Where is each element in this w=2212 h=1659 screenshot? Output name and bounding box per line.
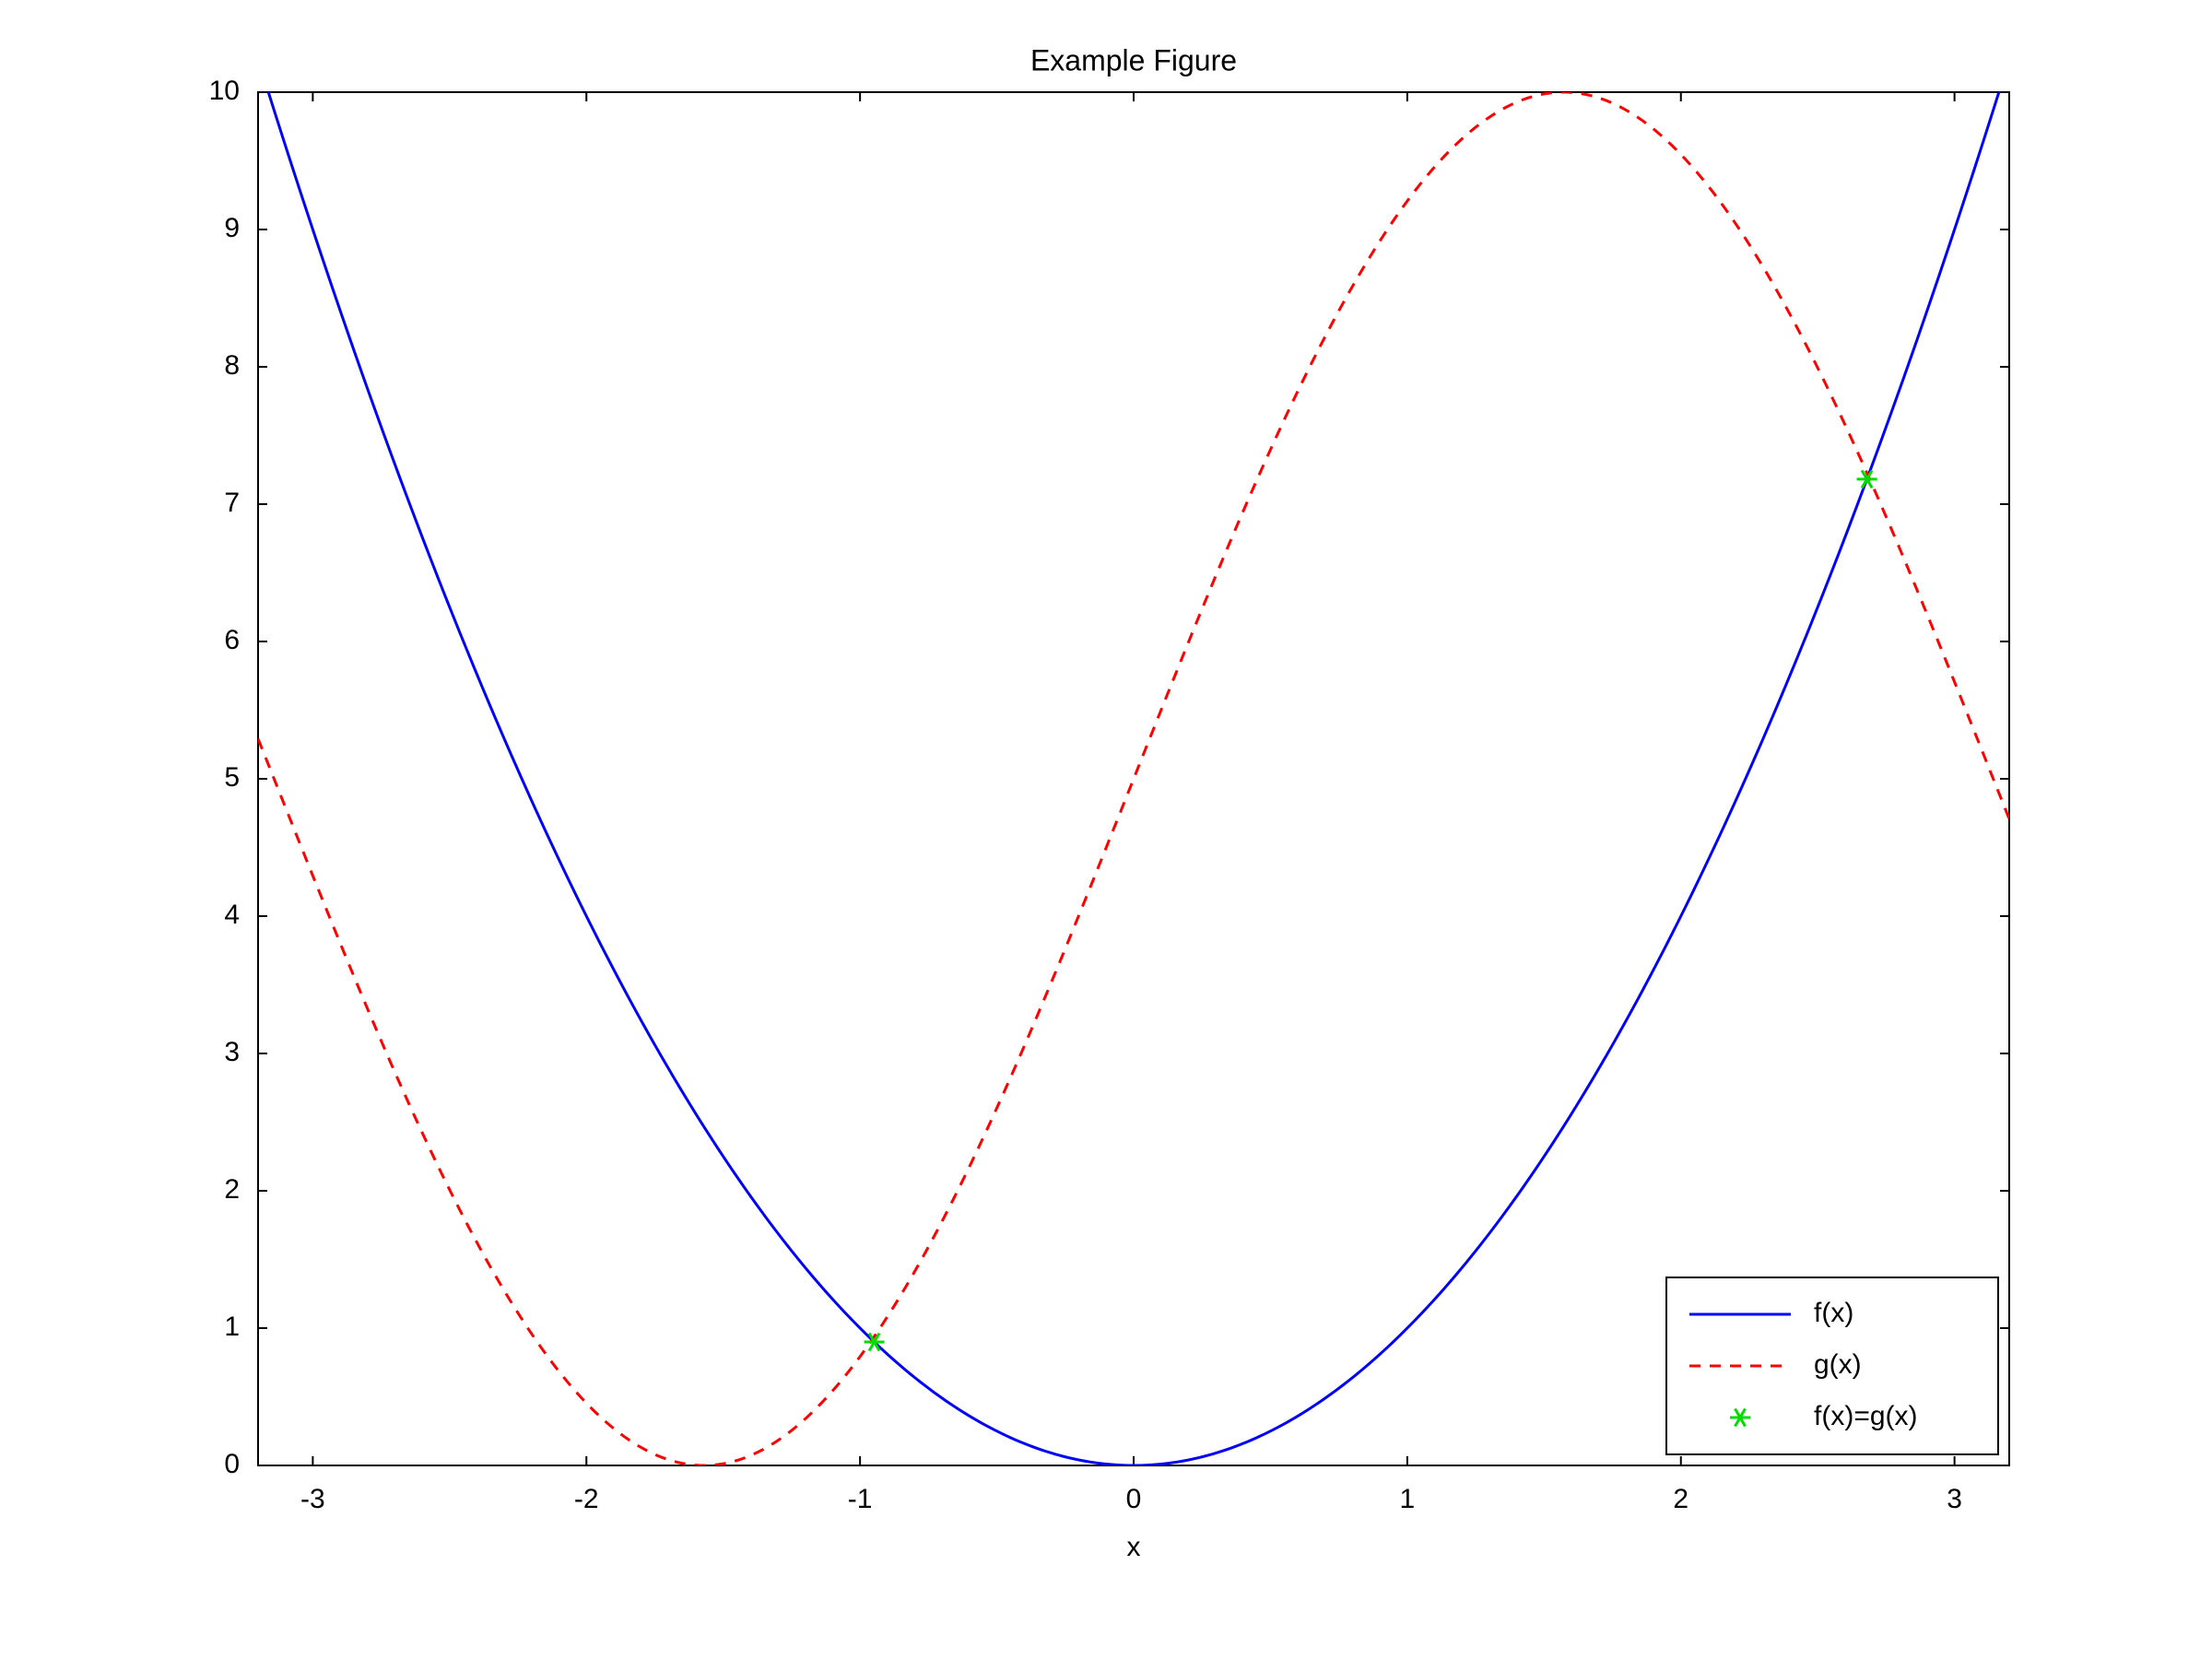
y-tick-label: 0 [224, 1449, 240, 1479]
y-tick-label: 5 [224, 762, 240, 793]
chart-container: -3 -2 -1 0 1 2 3 0 1 2 3 4 5 6 7 8 9 10 Example Figure x f(x… [0, 0, 2212, 1659]
x-tick-label: 1 [1400, 1484, 1416, 1514]
y-tick-label: 3 [224, 1037, 240, 1067]
x-tick-label: -3 [300, 1484, 325, 1514]
y-tick-label: 1 [224, 1312, 240, 1342]
legend-label: f(x) [1814, 1298, 1853, 1328]
y-tick-label: 7 [224, 488, 240, 518]
x-tick-label: -1 [848, 1484, 873, 1514]
legend-label: g(x) [1814, 1349, 1862, 1380]
y-tick-label: 8 [224, 350, 240, 381]
y-tick-label: 9 [224, 213, 240, 243]
y-tick-label: 2 [224, 1174, 240, 1205]
y-tick-label: 6 [224, 625, 240, 655]
legend-label: f(x)=g(x) [1814, 1401, 1918, 1431]
x-tick-label: 3 [1947, 1484, 1962, 1514]
legend: f(x) g(x) f(x)=g(x) [1666, 1277, 1998, 1454]
x-tick-label: -2 [574, 1484, 599, 1514]
chart-svg: -3 -2 -1 0 1 2 3 0 1 2 3 4 5 6 7 8 9 10 Example Figure x f(x… [0, 0, 2212, 1659]
chart-title: Example Figure [1030, 43, 1237, 76]
x-axis-label: x [1127, 1532, 1141, 1562]
x-tick-label: 0 [1126, 1484, 1142, 1514]
x-tick-label: 2 [1673, 1484, 1688, 1514]
y-tick-label: 10 [209, 76, 240, 106]
y-tick-label: 4 [224, 900, 240, 930]
